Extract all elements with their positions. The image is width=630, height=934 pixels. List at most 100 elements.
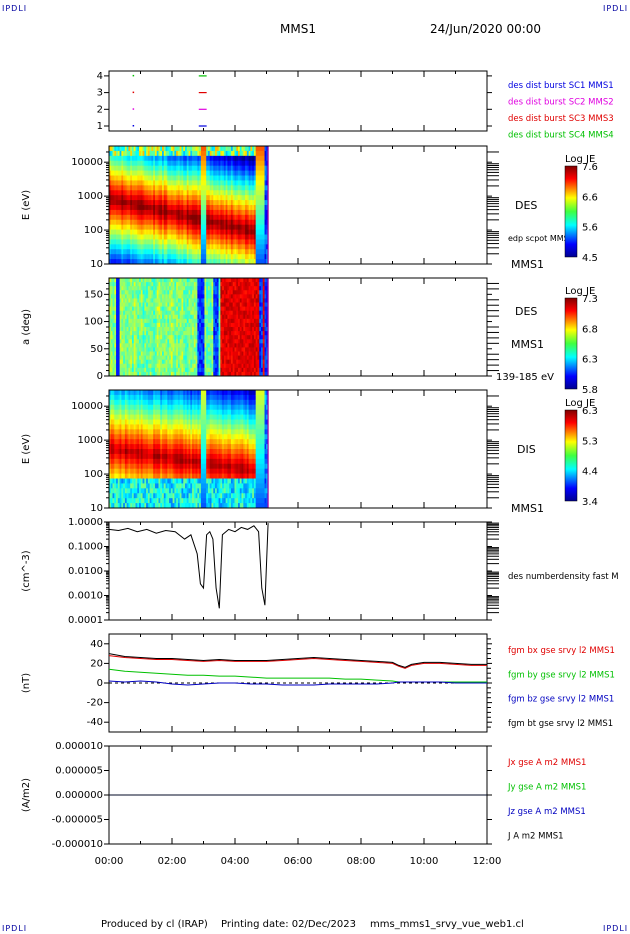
heatmap-cell [146, 195, 149, 201]
heatmap-cell [181, 335, 184, 340]
heatmap-cell [165, 249, 168, 255]
heatmap-cell [225, 278, 228, 283]
heatmap-cell [204, 351, 207, 356]
heatmap-cell [124, 310, 128, 316]
heatmap-cell [135, 205, 138, 211]
heatmap-cell [229, 322, 232, 328]
heatmap-cell [126, 170, 129, 176]
heatmap-cell [130, 239, 133, 245]
heatmap-cell [204, 359, 207, 365]
heatmap-cell [253, 259, 257, 265]
heatmap-cell [149, 165, 152, 171]
heatmap-cell [112, 282, 115, 287]
heatmap-cell [266, 234, 269, 240]
heatmap-cell [114, 453, 117, 460]
heatmap-cell [130, 424, 133, 430]
heatmap-cell [130, 314, 133, 320]
heatmap-cell [215, 331, 218, 336]
heatmap-cell [197, 229, 200, 235]
heatmap-cell [192, 209, 195, 216]
heatmap-cell [195, 294, 198, 299]
heatmap-cell [158, 351, 161, 356]
heatmap-cell [109, 146, 112, 152]
heatmap-cell [250, 363, 253, 369]
heatmap-cell [259, 327, 262, 332]
heatmap-cell [264, 205, 267, 211]
heatmap-cell [137, 493, 140, 499]
heatmap-cell [135, 363, 138, 369]
heatmap-cell [246, 290, 250, 295]
heatmap-cell [259, 175, 262, 181]
heatmap-cell [109, 429, 112, 435]
heatmap-cell [177, 282, 181, 287]
heatmap-cell [158, 254, 161, 260]
heatmap-cell [142, 310, 145, 316]
heatmap-cell [202, 205, 205, 211]
heatmap-cell [140, 180, 143, 186]
heatmap-cell [216, 310, 219, 316]
heatmap-cell [176, 359, 179, 365]
heatmap-cell [209, 224, 212, 230]
heatmap-cell [236, 239, 239, 245]
heatmap-cell [153, 278, 156, 283]
heatmap-cell [264, 363, 267, 369]
heatmap-cell [209, 318, 212, 324]
heatmap-cell [239, 190, 242, 196]
heatmap-cell [209, 298, 212, 303]
heatmap-cell [236, 170, 239, 176]
heatmap-cell [140, 306, 143, 312]
heatmap-cell [195, 351, 198, 356]
heatmap-cell [137, 473, 140, 479]
heatmap-cell [225, 363, 228, 369]
heatmap-cell [109, 488, 112, 494]
heatmap-cell [216, 219, 219, 226]
heatmap-cell [193, 298, 197, 303]
heatmap-cell [246, 155, 250, 162]
heatmap-cell [162, 205, 165, 211]
heatmap-cell [234, 175, 237, 181]
heatmap-cell [222, 363, 225, 369]
heatmap-cell [197, 200, 200, 206]
heatmap-cell [112, 205, 115, 211]
heatmap-cell [149, 195, 152, 201]
heatmap-cell [110, 244, 113, 250]
heatmap-cell [227, 310, 230, 316]
heatmap-cell [112, 335, 115, 340]
heatmap-cell [241, 155, 244, 162]
heatmap-cell [137, 150, 140, 157]
heatmap-cell [216, 150, 219, 157]
heatmap-cell [223, 190, 227, 196]
heatmap-cell [211, 327, 214, 332]
heatmap-cell [133, 424, 136, 430]
heatmap-cell [181, 185, 184, 191]
heatmap-cell [192, 185, 195, 191]
heatmap-cell [131, 355, 135, 361]
heatmap-cell [116, 434, 119, 440]
heatmap-cell [236, 343, 239, 348]
heatmap-cell [216, 298, 219, 303]
heatmap-cell [234, 286, 237, 291]
heatmap-cell [255, 205, 258, 211]
heatmap-cell [243, 314, 246, 320]
heatmap-cell [156, 298, 159, 303]
heatmap-cell [130, 347, 133, 352]
heatmap-cell [192, 146, 195, 152]
heatmap-cell [190, 298, 193, 303]
heatmap-cell [109, 449, 112, 455]
heatmap-cell [202, 175, 205, 181]
heatmap-cell [225, 170, 228, 176]
heatmap-cell [133, 195, 136, 201]
heatmap-cell [218, 278, 221, 283]
heatmap-cell [162, 195, 165, 201]
heatmap-cell [234, 290, 237, 295]
heatmap-cell [156, 359, 159, 365]
heatmap-cell [223, 355, 227, 361]
heatmap-cell [126, 367, 129, 373]
heatmap-cell [229, 155, 232, 162]
heatmap-cell [140, 195, 143, 201]
heatmap-cell [121, 314, 124, 320]
heatmap-cell [170, 205, 174, 211]
heatmap-cell [126, 399, 129, 406]
heatmap-cell [220, 175, 223, 181]
heatmap-cell [246, 310, 250, 316]
